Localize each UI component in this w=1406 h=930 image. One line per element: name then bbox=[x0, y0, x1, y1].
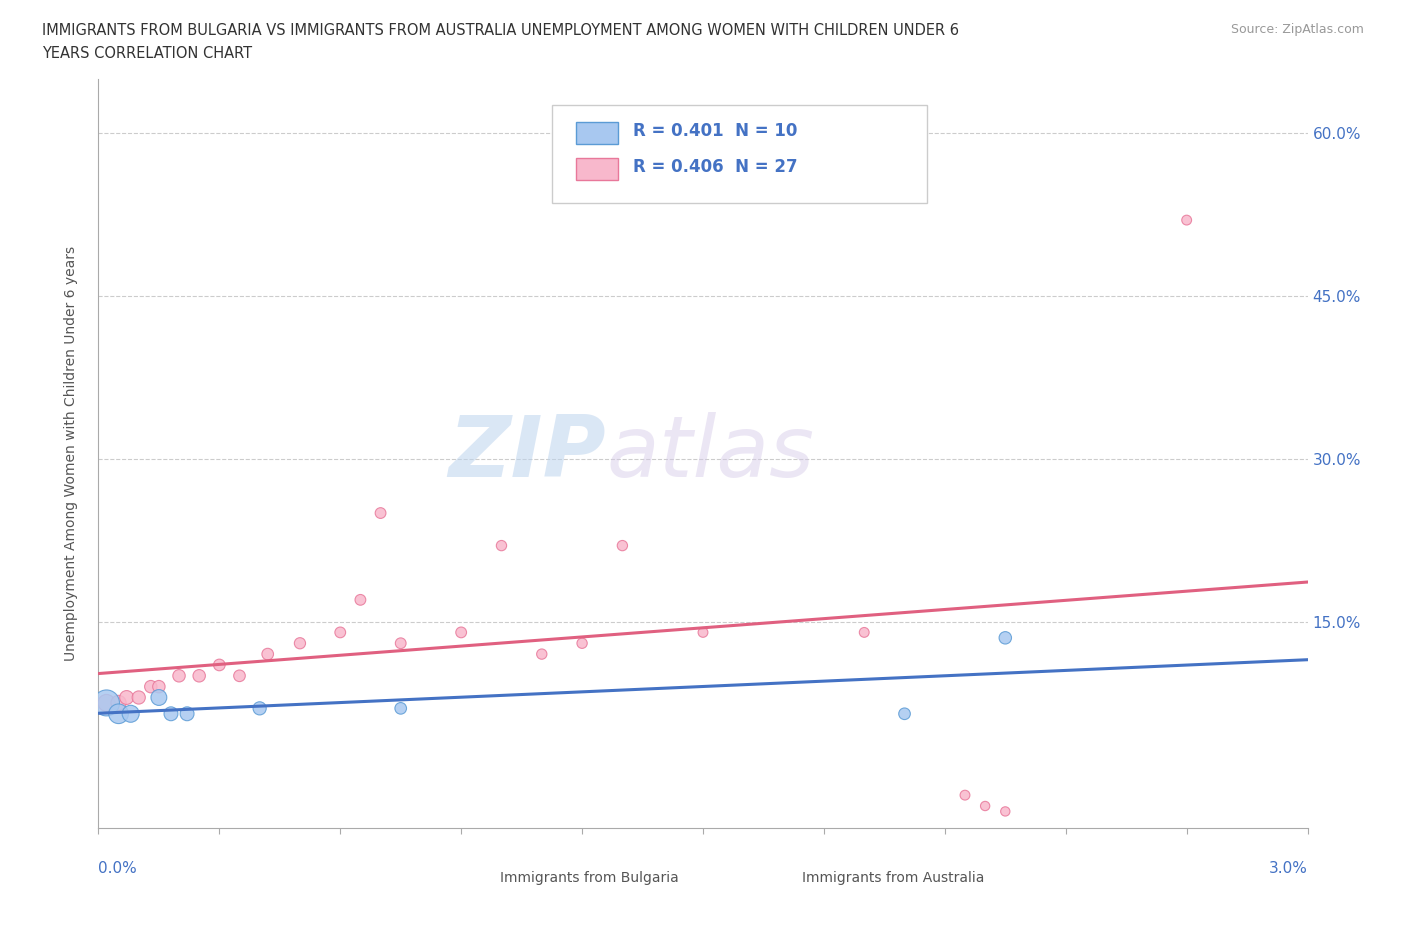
Point bbox=[994, 631, 1017, 645]
Point bbox=[692, 625, 714, 640]
Point bbox=[160, 707, 183, 722]
Point bbox=[612, 538, 634, 553]
Point bbox=[288, 636, 311, 651]
Point bbox=[249, 701, 271, 716]
FancyBboxPatch shape bbox=[551, 105, 927, 203]
Point bbox=[893, 707, 915, 722]
Text: Immigrants from Australia: Immigrants from Australia bbox=[803, 870, 984, 884]
Point bbox=[853, 625, 876, 640]
Point bbox=[349, 592, 371, 607]
Point bbox=[450, 625, 472, 640]
Text: 3.0%: 3.0% bbox=[1268, 860, 1308, 876]
Point bbox=[208, 658, 231, 672]
Text: Source: ZipAtlas.com: Source: ZipAtlas.com bbox=[1230, 23, 1364, 36]
Point bbox=[148, 679, 170, 694]
Point bbox=[167, 669, 190, 684]
FancyBboxPatch shape bbox=[576, 122, 619, 144]
Text: IMMIGRANTS FROM BULGARIA VS IMMIGRANTS FROM AUSTRALIA UNEMPLOYMENT AMONG WOMEN W: IMMIGRANTS FROM BULGARIA VS IMMIGRANTS F… bbox=[42, 23, 959, 38]
Point bbox=[115, 690, 138, 705]
Text: R = 0.406  N = 27: R = 0.406 N = 27 bbox=[633, 158, 797, 177]
Point bbox=[329, 625, 352, 640]
FancyBboxPatch shape bbox=[456, 872, 489, 895]
Text: R = 0.401  N = 10: R = 0.401 N = 10 bbox=[633, 123, 797, 140]
Text: ZIP: ZIP bbox=[449, 412, 606, 495]
Text: atlas: atlas bbox=[606, 412, 814, 495]
Point bbox=[107, 696, 129, 711]
Point bbox=[96, 696, 118, 711]
Point bbox=[389, 636, 412, 651]
Point bbox=[148, 690, 170, 705]
Point bbox=[228, 669, 250, 684]
Point bbox=[571, 636, 593, 651]
Point bbox=[953, 788, 976, 803]
Point bbox=[530, 646, 553, 661]
Point bbox=[370, 506, 392, 521]
Point bbox=[139, 679, 162, 694]
Y-axis label: Unemployment Among Women with Children Under 6 years: Unemployment Among Women with Children U… bbox=[63, 246, 77, 661]
Point bbox=[128, 690, 150, 705]
Point bbox=[107, 707, 129, 722]
Point bbox=[389, 701, 412, 716]
Point bbox=[974, 799, 997, 814]
Point bbox=[256, 646, 278, 661]
Point bbox=[176, 707, 198, 722]
Point bbox=[120, 707, 142, 722]
Point bbox=[491, 538, 513, 553]
Point bbox=[994, 804, 1017, 819]
FancyBboxPatch shape bbox=[576, 158, 619, 180]
Text: 0.0%: 0.0% bbox=[98, 860, 138, 876]
Text: YEARS CORRELATION CHART: YEARS CORRELATION CHART bbox=[42, 46, 252, 61]
Point bbox=[1175, 213, 1198, 228]
Text: Immigrants from Bulgaria: Immigrants from Bulgaria bbox=[501, 870, 679, 884]
Point bbox=[188, 669, 211, 684]
FancyBboxPatch shape bbox=[758, 872, 792, 895]
Point bbox=[96, 696, 118, 711]
